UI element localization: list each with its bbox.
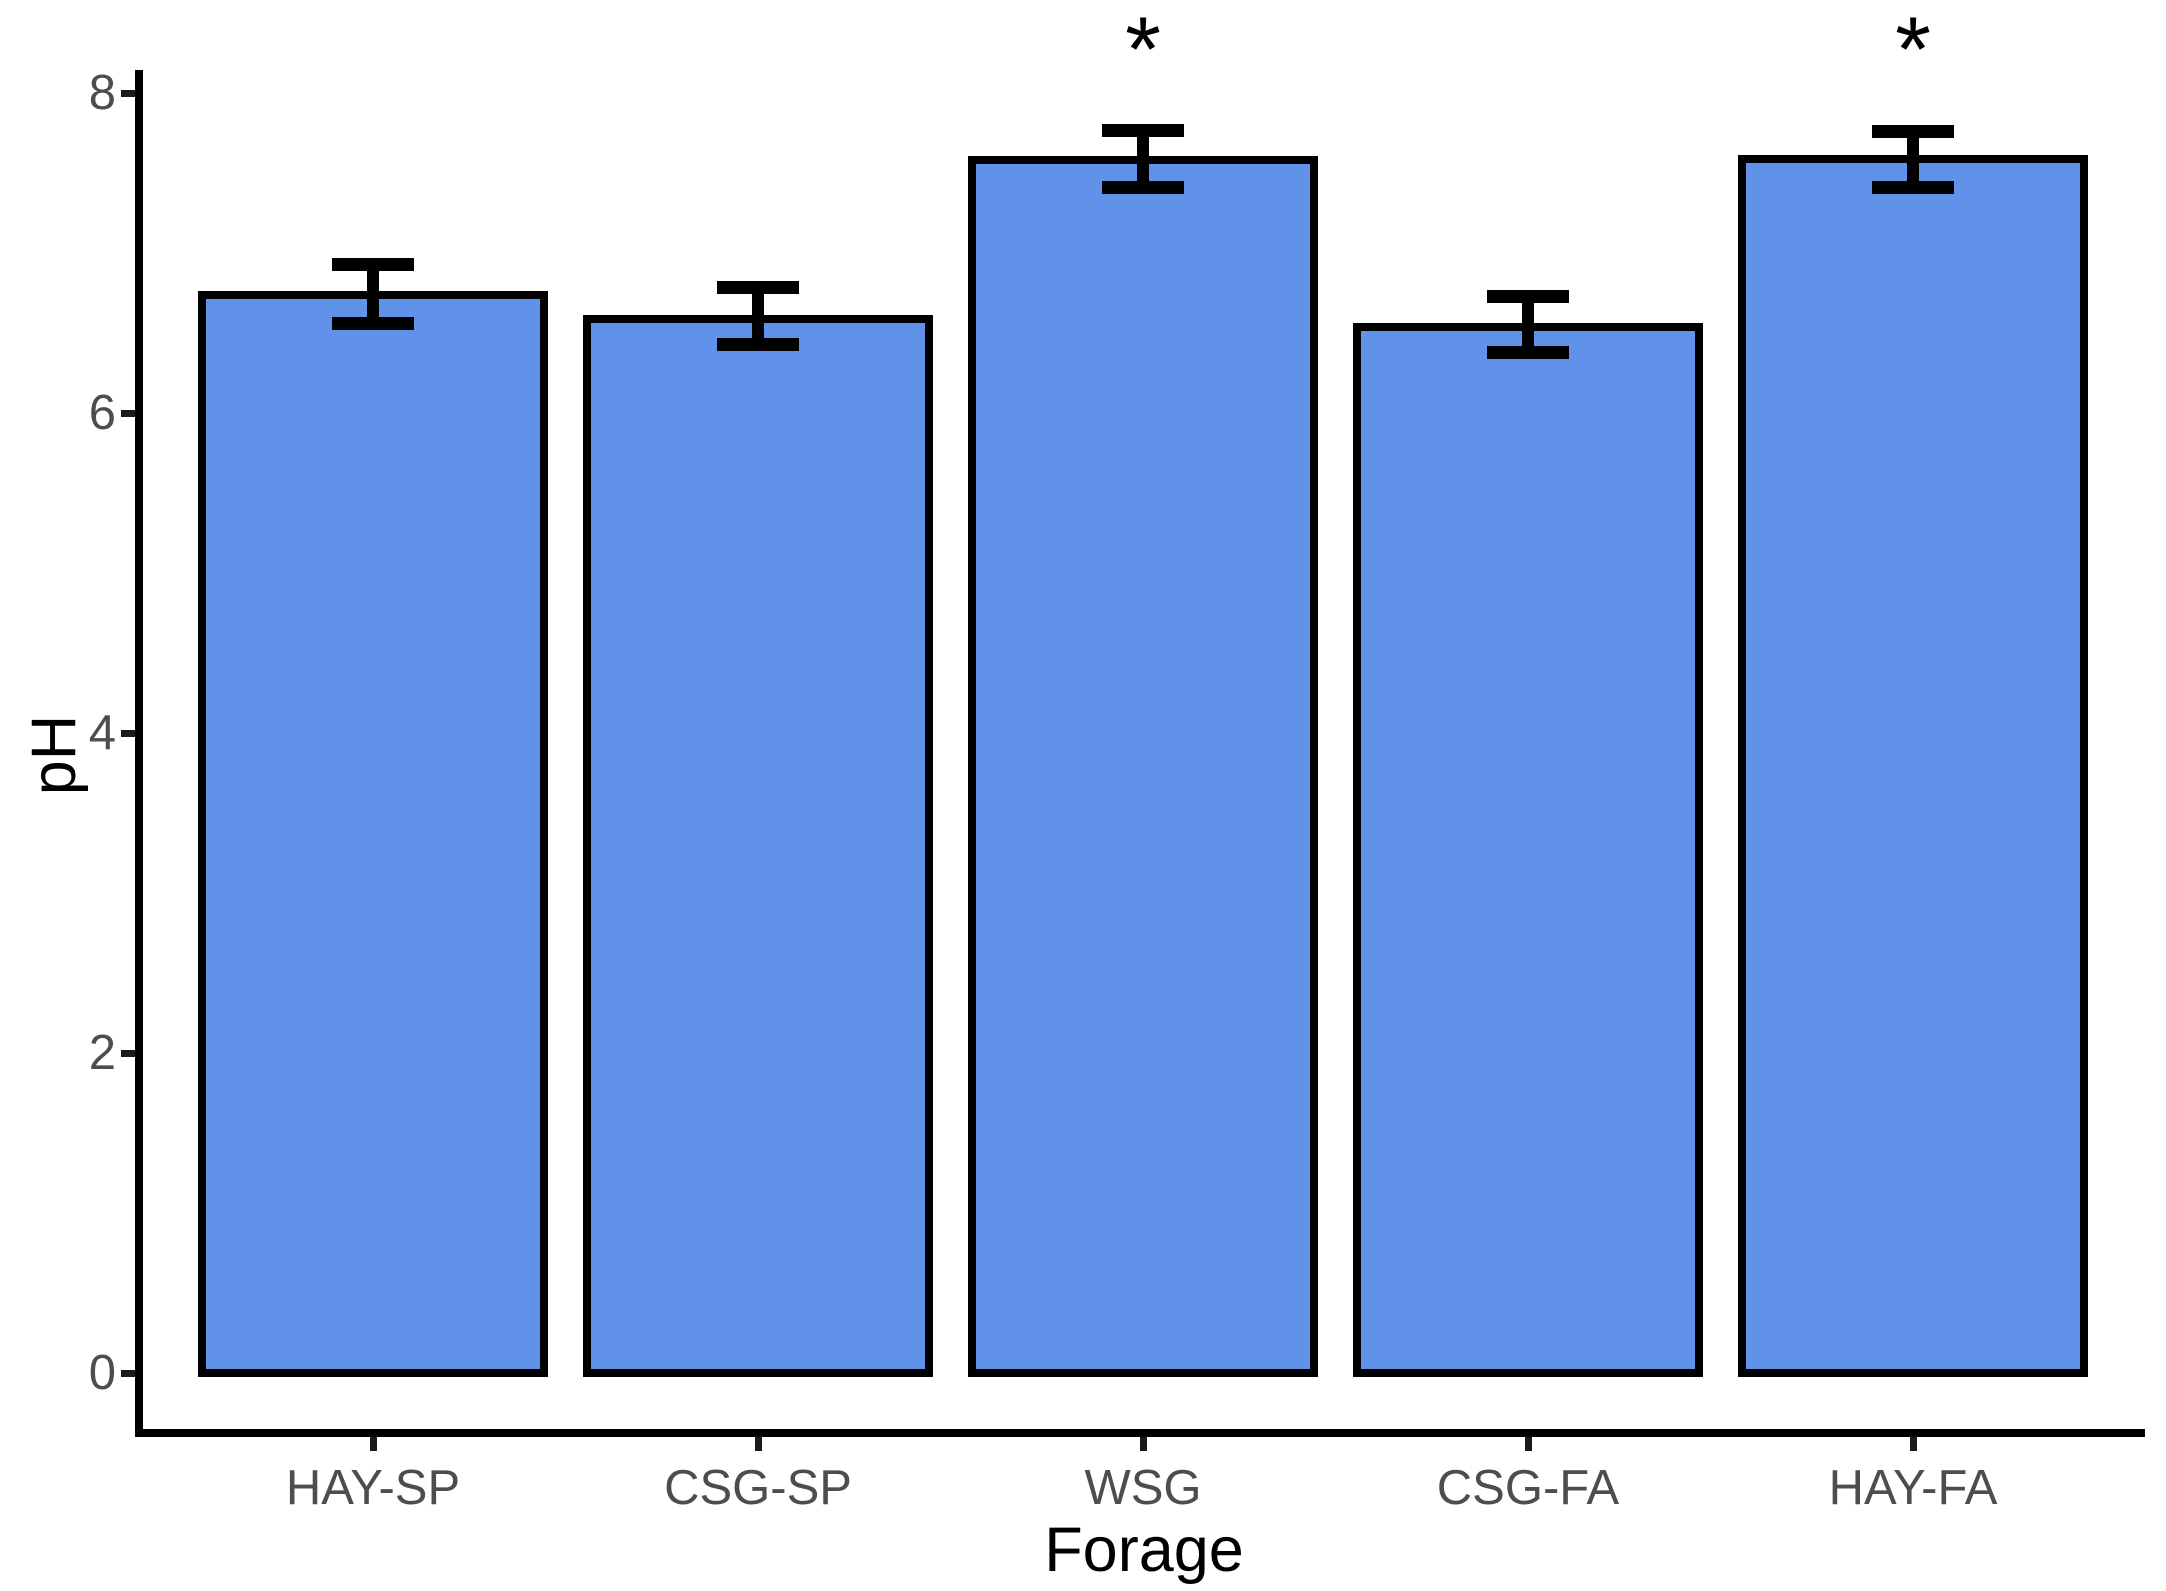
significance-marker-WSG: * xyxy=(1125,0,1161,101)
y-tick-mark-0 xyxy=(121,1370,135,1377)
bar-WSG xyxy=(968,156,1318,1377)
error-bar-lower-cap-HAY-SP xyxy=(332,317,414,331)
x-tick-label-HAY-FA: HAY-FA xyxy=(1828,1461,1998,1515)
x-tick-mark-CSG-FA xyxy=(1525,1437,1532,1451)
y-tick-label-6: 6 xyxy=(88,386,116,440)
error-bar-lower-cap-CSG-FA xyxy=(1487,346,1569,360)
bar-HAY-SP xyxy=(198,290,548,1377)
x-tick-mark-HAY-FA xyxy=(1910,1437,1917,1451)
x-tick-label-WSG: WSG xyxy=(1084,1461,1202,1515)
significance-marker-HAY-FA: * xyxy=(1895,0,1931,101)
y-tick-mark-8 xyxy=(121,90,135,97)
y-tick-label-4: 4 xyxy=(88,706,116,760)
error-bar-stem-HAY-FA xyxy=(1907,131,1919,188)
error-bar-lower-cap-HAY-FA xyxy=(1872,181,1954,195)
y-tick-label-2: 2 xyxy=(88,1026,116,1080)
y-tick-label-0: 0 xyxy=(88,1346,116,1400)
error-bar-upper-cap-HAY-SP xyxy=(332,258,414,272)
error-bar-stem-HAY-SP xyxy=(367,264,379,324)
error-bar-stem-CSG-FA xyxy=(1522,296,1534,353)
x-tick-label-HAY-SP: HAY-SP xyxy=(285,1461,461,1515)
error-bar-upper-cap-HAY-FA xyxy=(1872,125,1954,139)
error-bar-upper-cap-CSG-FA xyxy=(1487,290,1569,304)
x-tick-label-CSG-FA: CSG-FA xyxy=(1436,1461,1620,1515)
x-axis-title: Forage xyxy=(1044,1515,1244,1585)
bar-CSG-FA xyxy=(1353,322,1703,1377)
error-bar-stem-CSG-SP xyxy=(752,286,764,345)
y-tick-mark-2 xyxy=(121,1050,135,1057)
error-bar-lower-cap-CSG-SP xyxy=(717,338,799,352)
bar-HAY-FA xyxy=(1738,154,2088,1377)
error-bar-stem-WSG xyxy=(1137,129,1149,188)
x-tick-label-CSG-SP: CSG-SP xyxy=(664,1461,852,1515)
x-tick-mark-CSG-SP xyxy=(755,1437,762,1451)
error-bar-upper-cap-WSG xyxy=(1102,123,1184,137)
x-axis-line xyxy=(135,1429,2145,1437)
x-tick-mark-HAY-SP xyxy=(370,1437,377,1451)
error-bar-lower-cap-WSG xyxy=(1102,181,1184,195)
error-bar-upper-cap-CSG-SP xyxy=(717,280,799,294)
x-tick-mark-WSG xyxy=(1140,1437,1147,1451)
y-tick-mark-4 xyxy=(121,730,135,737)
y-tick-mark-6 xyxy=(121,410,135,417)
y-tick-label-8: 8 xyxy=(88,66,116,120)
bar-CSG-SP xyxy=(583,314,933,1377)
y-axis-line xyxy=(135,70,143,1437)
